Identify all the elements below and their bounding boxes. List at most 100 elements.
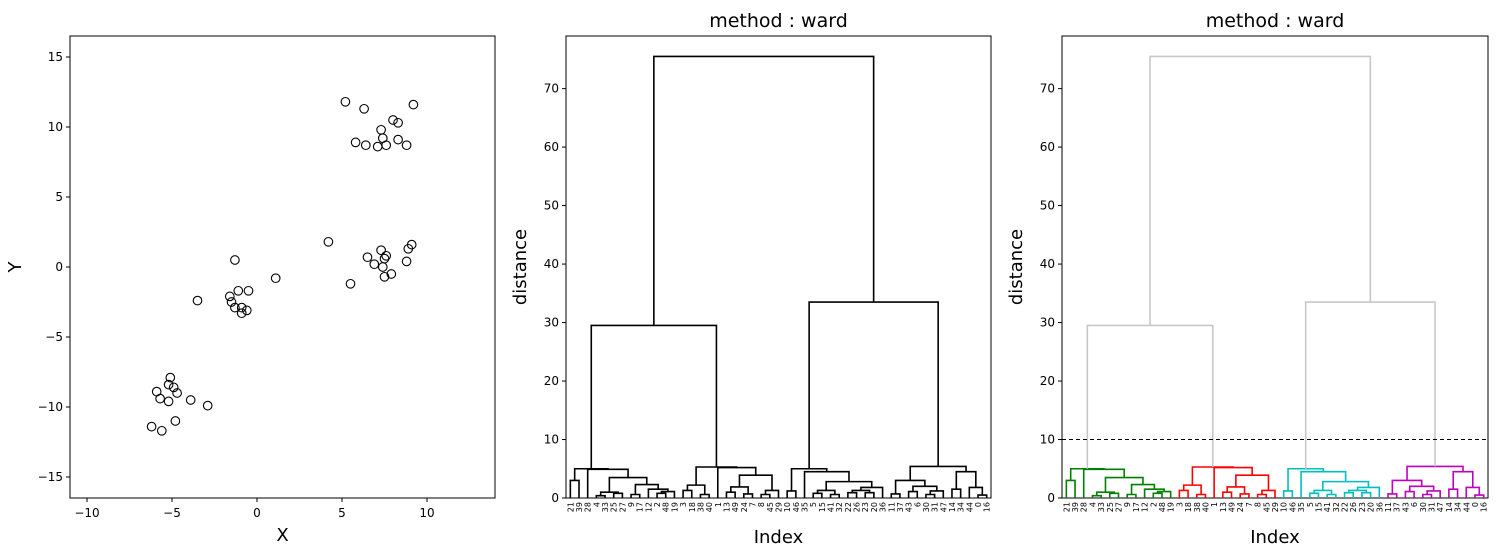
data-point	[372, 141, 383, 152]
leaf-label: 28	[584, 502, 593, 512]
y-tick-label: 0	[1047, 491, 1055, 505]
y-tick-label: 5	[55, 190, 63, 204]
data-point	[241, 305, 252, 316]
leaf-label: 31	[1427, 502, 1436, 512]
dendrogram-link	[1343, 491, 1355, 498]
dendrogram-link	[1391, 479, 1423, 494]
leaf-label: 49	[1228, 502, 1237, 512]
dendrogram-link	[1326, 493, 1337, 498]
dendrogram-link	[1222, 491, 1233, 498]
leaf-label: 38	[696, 502, 705, 512]
leaf-label: 0	[1471, 502, 1480, 507]
dendrogram-link	[1069, 467, 1105, 481]
leaf-label: 39	[1071, 502, 1080, 512]
leaf-label: 29	[775, 502, 784, 512]
data-point	[386, 269, 397, 279]
dendrogram-link	[653, 55, 875, 326]
y-tick-label: 40	[544, 257, 559, 271]
leaf-label: 28	[1080, 502, 1089, 512]
dendrogram-link	[599, 491, 619, 496]
leaf-label: 24	[740, 502, 749, 512]
leaf-label: 46	[1288, 502, 1297, 512]
dendrogram-link	[1091, 494, 1102, 498]
leaf-label: 26	[1349, 502, 1358, 512]
leaf-label: 11	[1384, 502, 1393, 512]
dendrogram-link	[1109, 492, 1120, 498]
dendrogram-link	[1448, 488, 1459, 498]
leaf-label: 36	[1375, 502, 1384, 512]
dendrogram-link	[743, 493, 754, 498]
x-tick-label: 0	[253, 506, 261, 520]
data-point	[362, 252, 373, 263]
y-tick-label: 30	[544, 316, 559, 330]
leaf-label: 33	[1097, 502, 1106, 512]
leaf-label: 0	[974, 502, 983, 507]
y-tick-label: −15	[38, 470, 63, 484]
leaf-label: 48	[1158, 502, 1167, 512]
data-point	[360, 140, 371, 151]
y-tick-label: 15	[48, 50, 63, 64]
leaf-label: 35	[1297, 502, 1306, 512]
leaf-label: 39	[575, 502, 584, 512]
leaf-label: 12	[644, 502, 653, 512]
leaf-label: 44	[965, 502, 974, 512]
leaf-label: 14	[1445, 502, 1454, 512]
y-tick-label: 10	[48, 120, 63, 134]
dendrogram-link	[608, 476, 648, 493]
dendrogram-link	[760, 493, 771, 498]
y-tick-label: 50	[1040, 199, 1055, 213]
x-tick-label: 10	[419, 506, 434, 520]
dendrogram-link	[1149, 55, 1372, 326]
dendrogram-link	[738, 474, 773, 491]
leaf-label: 5	[809, 502, 818, 507]
dendrogram-link	[1256, 493, 1268, 498]
data-point	[369, 259, 380, 270]
scatter-panel: −10 −5 0 5 10 −15 −10 −5 0 5 10 15 X Y	[5, 35, 496, 546]
leaf-label: 9	[1123, 502, 1132, 507]
leaf-label: 1	[714, 502, 723, 507]
leaf-label: 37	[896, 502, 905, 512]
data-point	[233, 285, 244, 296]
leaf-label: 27	[618, 502, 627, 512]
y-axis-label: distance	[1006, 229, 1027, 305]
leaf-label: 7	[1245, 502, 1254, 507]
x-axis-label: Index	[1250, 527, 1300, 548]
data-point	[379, 271, 390, 282]
data-point	[163, 379, 174, 390]
leaf-label: 32	[835, 502, 844, 512]
dendrogram-link	[909, 465, 967, 481]
leaf-label: 40	[1201, 502, 1210, 512]
leaf-label: 18	[1184, 502, 1193, 512]
dendrogram-link	[977, 494, 988, 498]
dendrogram-link	[595, 494, 606, 498]
data-point	[224, 291, 235, 302]
leaf-label: 12	[1141, 502, 1150, 512]
data-point	[243, 285, 254, 296]
chart-title: method : ward	[1206, 10, 1345, 32]
data-point	[393, 134, 403, 145]
dendrogram-link	[1465, 486, 1481, 498]
dendrogram-link	[1235, 474, 1270, 491]
dendrogram-link	[1178, 489, 1189, 498]
data-point	[376, 245, 386, 256]
leaf-label: 8	[757, 502, 766, 507]
y-tick-label: 0	[55, 260, 63, 274]
dendrogram-link	[569, 479, 580, 498]
y-tick-label: 20	[1040, 374, 1055, 388]
data-point	[163, 396, 174, 407]
data-point	[381, 140, 392, 151]
dendrogram-link	[1404, 490, 1415, 498]
y-tick-label: 40	[1040, 257, 1055, 271]
data-point	[381, 250, 392, 261]
chart-title: method : ward	[709, 10, 848, 32]
data-point	[340, 96, 351, 107]
data-point	[172, 388, 182, 398]
leaf-label: 41	[1323, 502, 1332, 512]
leaf-label: 45	[766, 502, 775, 512]
data-point	[377, 262, 388, 272]
dendrogram-link	[803, 470, 850, 498]
leaf-label: 48	[662, 502, 671, 512]
leaf-label: 47	[1436, 502, 1445, 512]
dendrogram-link	[1452, 470, 1474, 490]
plot-frame	[69, 35, 496, 499]
